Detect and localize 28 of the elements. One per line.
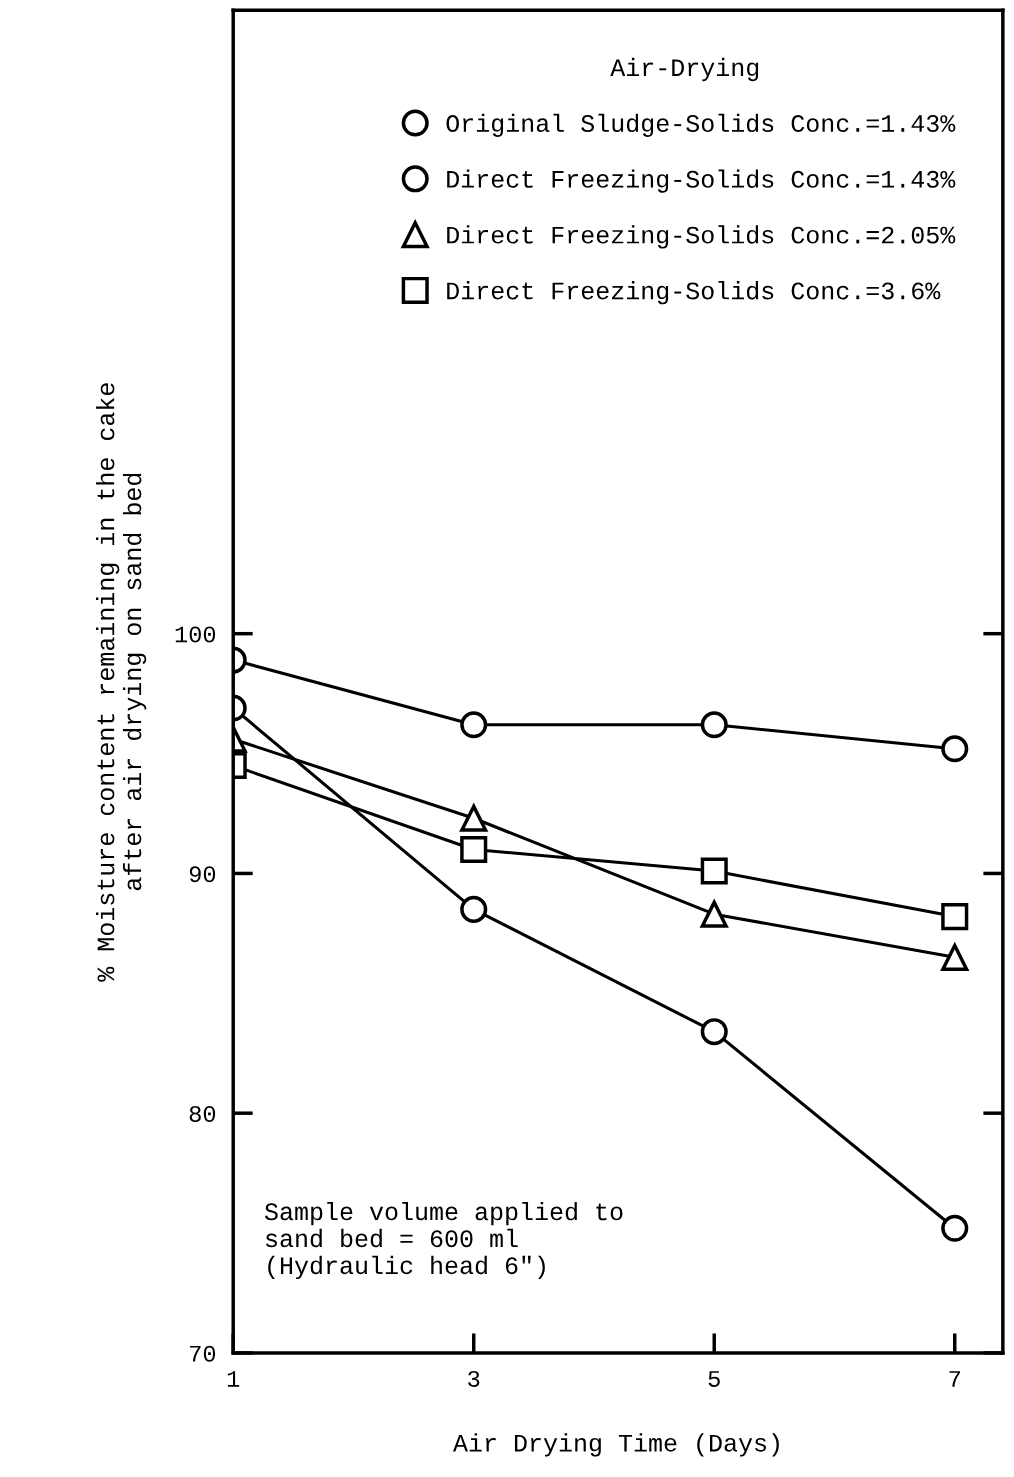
- x-axis-title: Air Drying Time (Days): [452, 1433, 779, 1457]
- legend-label: Direct Freezing-Solids Conc.=1.43%: [447, 169, 956, 193]
- point: [460, 895, 488, 923]
- annotation: Sample volume applied to sand bed = 600 ml (Hydraulic head 6"): [264, 1201, 623, 1280]
- point: [700, 1018, 728, 1046]
- point: [940, 941, 970, 971]
- point: [941, 903, 969, 931]
- legend-label: Direct Freezing-Solids Conc.=3.6%: [447, 281, 941, 305]
- x-tick-label: 3: [468, 1370, 480, 1387]
- point: [941, 1214, 969, 1242]
- y-tick-label: 70: [190, 1345, 216, 1362]
- legend-label: Direct Freezing-Solids Conc.=2.05%: [447, 225, 956, 249]
- x-tick-label: 7: [949, 1371, 960, 1387]
- point: [700, 857, 728, 885]
- point: [700, 711, 728, 739]
- point: [460, 835, 488, 864]
- point: [699, 898, 729, 928]
- y-axis-title: % Moisture content remaining in the cake after air drying on sand bed: [96, 383, 147, 982]
- x-tick-label: 1: [227, 1371, 240, 1387]
- point: [941, 735, 969, 763]
- legend-title: Air-Drying: [610, 57, 759, 82]
- y-tick-label: 80: [189, 1105, 216, 1122]
- point: [459, 802, 489, 832]
- y-tick-label: 100: [175, 626, 216, 643]
- legend-label: Original Sludge-Solids Conc.=1.43%: [446, 113, 956, 137]
- point: [460, 711, 488, 739]
- y-tick-label: 90: [189, 866, 216, 883]
- x-tick-label: 5: [708, 1371, 720, 1387]
